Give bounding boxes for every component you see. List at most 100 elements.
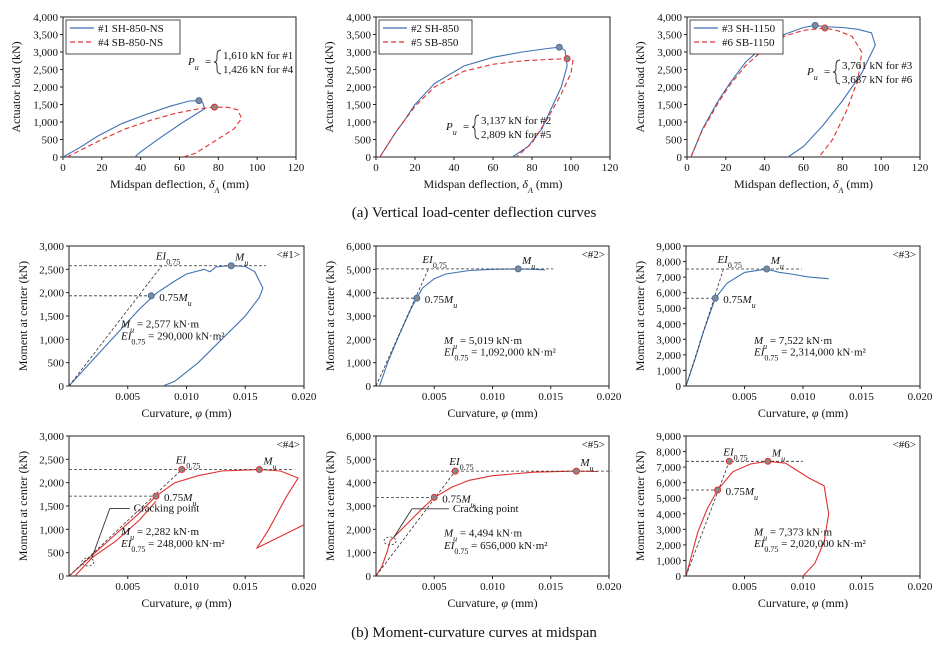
x-axis-label-part: Curvature, — [141, 596, 195, 610]
mu-label: Mu — [771, 447, 785, 463]
chart-3: 0 500 1,000 1,500 2,000 2,500 3,000 3,500 4,000 0… — [633, 12, 929, 195]
x-tick-label: 0 — [60, 162, 66, 174]
specimen-id: <#6> — [893, 439, 916, 451]
x-tick-label: 20 — [96, 162, 108, 174]
cracking-label: Cracking point — [453, 503, 519, 515]
specimen-label: <#5> — [582, 439, 605, 451]
y-tick-label: 0 — [676, 381, 682, 393]
x-axis-label-part: δ — [522, 177, 528, 191]
y-axis-label: Moment at center (kN) — [323, 261, 337, 371]
pu-symbol: Pu — [445, 121, 457, 137]
ei-label: EI0.75 — [155, 251, 180, 267]
series-line-1 — [685, 268, 829, 387]
x-tick-label: 120 — [288, 162, 305, 174]
specimen-id: <#3> — [893, 249, 916, 261]
x-axis-label-part: φ — [195, 406, 202, 420]
x-axis-label-part: (mm) — [818, 596, 848, 610]
mu-marker — [764, 457, 772, 465]
mu75-label: 0.75Mu — [425, 294, 457, 310]
x-axis-label-part: φ — [812, 596, 819, 610]
peak-marker — [555, 43, 563, 51]
pu-symbol: Pu — [806, 66, 818, 82]
x-axis-label-part: A — [838, 186, 844, 195]
mu75-label: 0.75Mu — [723, 294, 755, 310]
pu-value: 3,137 kN for #2 — [481, 115, 551, 127]
info-ei: EI0.75 = 248,000 kN·m² — [120, 538, 225, 554]
legend: #1 SH-850-NS #4 SB-850-NS — [65, 19, 181, 55]
y-axis-label: Moment at center (kN) — [16, 451, 30, 561]
y-tick-label: 6,000 — [656, 288, 681, 300]
x-axis-label-part: A — [214, 186, 220, 195]
x-axis-label-part: Midspan deflection, — [110, 177, 209, 191]
ei-label: EI0.75 — [722, 446, 747, 462]
y-tick-label: 0 — [59, 381, 65, 393]
chart-7: 0 500 1,000 1,500 2,000 2,500 3,000 0.005 0.010 0… — [16, 431, 317, 610]
y-axis-label: Moment at center (kN) — [633, 261, 647, 371]
y-tick-label: 3,500 — [33, 30, 58, 42]
pu-annotation: Pu = 3,761 kN for #3 3,687 kN for #6 — [806, 59, 913, 86]
series-line-1 — [378, 268, 545, 387]
info-ei: EI0.75 = 2,314,000 kN·m² — [753, 347, 867, 363]
x-tick-label: 60 — [488, 162, 500, 174]
x-tick-label: 0.010 — [174, 391, 199, 403]
y-tick-label: 0 — [676, 571, 682, 583]
mu75-marker — [711, 294, 719, 302]
y-tick-label: 3,000 — [33, 47, 58, 59]
x-tick-label: 80 — [213, 162, 225, 174]
y-tick-label: 1,500 — [39, 501, 64, 513]
y-tick-label: 7,000 — [656, 462, 681, 474]
x-tick-label: 0.005 — [115, 581, 140, 593]
x-axis-label: Midspan deflection, δA (mm) — [423, 177, 562, 195]
x-axis-label-part: Midspan deflection, — [734, 177, 833, 191]
chart-8: 0 1,000 2,000 3,000 4,000 5,000 6,000 0.005 0.01… — [323, 431, 622, 610]
legend-box — [689, 19, 784, 55]
y-tick-label: 4,000 — [346, 12, 371, 24]
ei-label: EI0.75 — [448, 456, 473, 472]
y-tick-label: 4,000 — [33, 12, 58, 24]
x-axis-label-part: Curvature, — [447, 406, 501, 420]
x-tick-label: 0.015 — [849, 581, 874, 593]
x-tick-label: 0.015 — [233, 391, 258, 403]
y-tick-label: 1,000 — [346, 117, 371, 129]
mu75-marker — [413, 294, 421, 302]
y-tick-label: 2,000 — [346, 334, 371, 346]
info-ei: EI0.75 = 656,000 kN·m² — [443, 540, 548, 556]
plot-frame — [685, 245, 921, 387]
x-axis-label-part: δ — [833, 177, 839, 191]
x-tick-label: 0.005 — [732, 581, 757, 593]
y-tick-label: 1,000 — [33, 117, 58, 129]
ei-secant-line — [68, 265, 163, 387]
brace — [471, 114, 480, 140]
plot-frame — [68, 245, 305, 387]
y-tick-label: 6,000 — [346, 241, 371, 253]
y-tick-label: 2,500 — [346, 65, 371, 77]
ei-label: EI0.75 — [716, 254, 741, 270]
pu-annotation: Pu = 1,610 kN for #1 1,426 kN for #4 — [187, 49, 294, 76]
x-axis-label-part: (mm) — [818, 406, 848, 420]
y-tick-label: 2,000 — [33, 82, 58, 94]
y-tick-label: 500 — [42, 135, 59, 147]
x-tick-label: 40 — [135, 162, 147, 174]
y-axis-label: Moment at center (kN) — [16, 261, 30, 371]
x-tick-label: 0.020 — [292, 391, 317, 403]
x-axis-label-part: φ — [812, 406, 819, 420]
x-tick-label: 20 — [410, 162, 422, 174]
y-tick-label: 1,000 — [39, 524, 64, 536]
y-axis-label: Actuator load (kN) — [322, 41, 336, 132]
specimen-id: <#2> — [582, 249, 605, 261]
x-axis-label-part: (mm) — [202, 406, 232, 420]
x-tick-label: 100 — [873, 162, 890, 174]
y-tick-label: 2,500 — [33, 65, 58, 77]
x-axis-label-part: A — [527, 186, 533, 195]
x-tick-label: 0.020 — [908, 391, 933, 403]
mu-marker — [572, 467, 580, 475]
series-line-2 — [74, 500, 157, 577]
y-axis-label: Moment at center (kN) — [323, 451, 337, 561]
y-tick-label: 6,000 — [346, 431, 371, 443]
x-tick-label: 0.010 — [791, 581, 816, 593]
y-axis-label: Actuator load (kN) — [9, 41, 23, 132]
chart-4: 0 500 1,000 1,500 2,000 2,500 3,000 0.005 0.010 0… — [16, 241, 317, 420]
ei-marker — [725, 457, 733, 465]
brace — [832, 59, 841, 85]
